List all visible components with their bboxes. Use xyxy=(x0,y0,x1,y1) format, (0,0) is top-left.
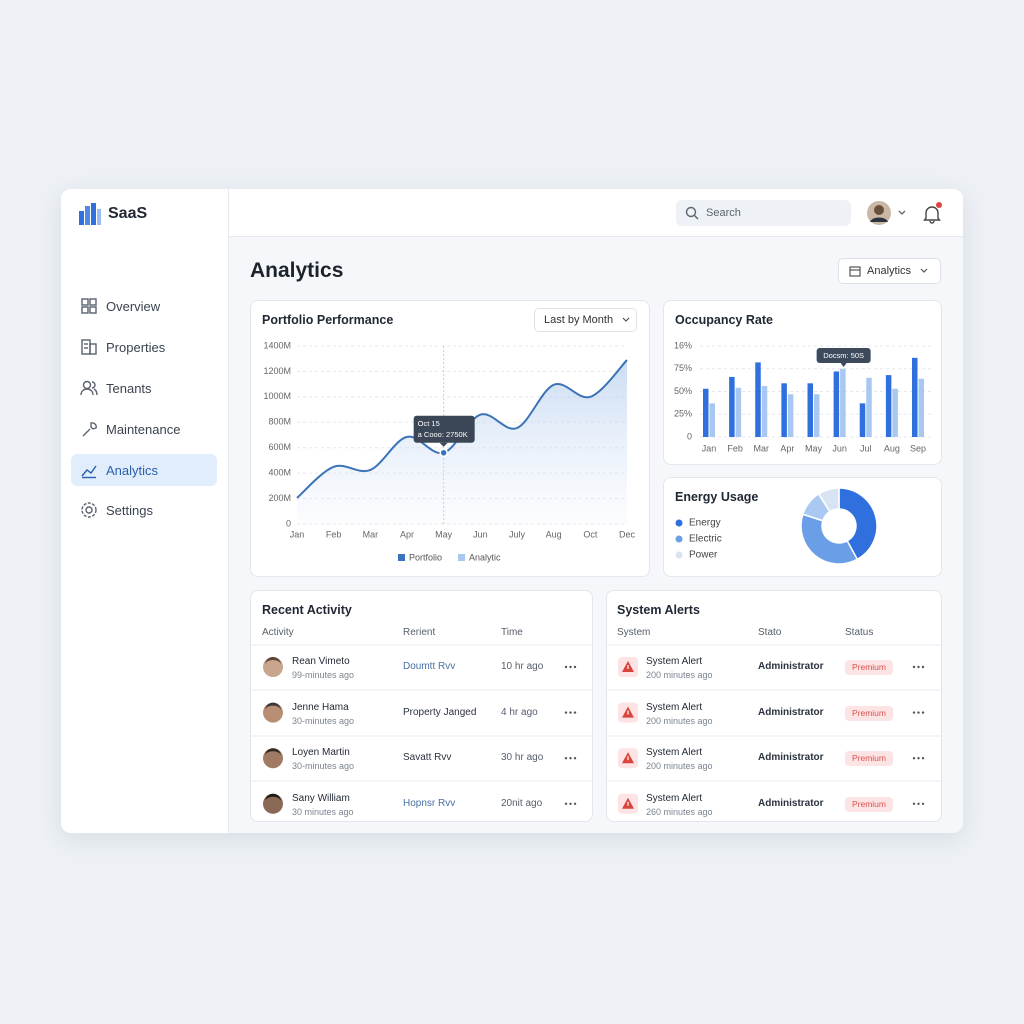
nav-item[interactable]: Analytics xyxy=(71,454,217,486)
status-badge: Premium xyxy=(845,660,893,675)
activity-time: 30 hr ago xyxy=(501,752,544,764)
alert-role: Administrator xyxy=(758,661,824,672)
activity-item: Doumtt Rvv xyxy=(403,661,456,672)
panel-title: Energy Usage xyxy=(675,490,759,504)
user-name: Rean Vimeto xyxy=(292,656,350,667)
user-name: Sany William xyxy=(292,792,350,804)
activity-item: Property Janged xyxy=(403,706,477,718)
panel xyxy=(663,300,942,465)
activity-time: 10 hr ago xyxy=(501,661,544,672)
brand: SaaS xyxy=(108,205,148,222)
panel xyxy=(250,590,593,822)
alert-name: System Alert xyxy=(646,701,703,713)
sidebar xyxy=(61,189,229,833)
activity-item: Savatt Rvv xyxy=(403,752,452,764)
alert-name: System Alert xyxy=(646,656,703,667)
status-badge: Premium xyxy=(845,705,893,721)
top-bar xyxy=(229,189,963,237)
timestamp: 200 minutes ago xyxy=(646,715,713,726)
status-badge: Premium xyxy=(845,796,893,812)
timestamp: 200 minutes ago xyxy=(646,761,713,772)
alert-role: Administrator xyxy=(758,706,824,718)
panel-title: Portfolio Performance xyxy=(262,313,394,327)
period-menu[interactable]: Last by Month xyxy=(534,308,637,332)
column-header: Time xyxy=(501,627,523,638)
timestamp: 99-minutes ago xyxy=(292,670,355,680)
nav-item[interactable]: Properties xyxy=(71,331,217,363)
column-header: System xyxy=(617,627,651,638)
nav-item[interactable]: Tenants xyxy=(71,372,217,404)
activity-time: 20nit ago xyxy=(501,797,543,809)
user-controls[interactable] xyxy=(866,200,946,226)
user-name: Jenne Hama xyxy=(292,701,349,713)
nav-item[interactable]: Settings xyxy=(71,494,217,526)
page-title: Analytics xyxy=(250,259,344,282)
alert-name: System Alert xyxy=(646,792,703,804)
search-placeholder: Search xyxy=(706,207,741,219)
alert-name: System Alert xyxy=(646,747,703,759)
panel xyxy=(250,300,650,577)
activity-time: 4 hr ago xyxy=(501,706,538,718)
nav-item[interactable]: Maintenance xyxy=(71,413,217,445)
nav-label: Properties xyxy=(106,339,166,355)
page-menu-label: Analytics xyxy=(867,265,912,277)
column-header: Rerient xyxy=(403,627,436,638)
column-header: Activity xyxy=(262,627,294,638)
nav-label: Maintenance xyxy=(106,421,181,437)
column-header: Stato xyxy=(758,627,782,638)
panel-title: Recent Activity xyxy=(262,603,352,617)
nav-label: Settings xyxy=(106,502,153,518)
search-box[interactable]: Search xyxy=(676,200,851,226)
user-name: Loyen Martin xyxy=(292,747,350,759)
timestamp: 200 minutes ago xyxy=(646,670,713,680)
alert-role: Administrator xyxy=(758,797,824,809)
timestamp: 30-minutes ago xyxy=(292,715,355,726)
nav-item[interactable]: Overview xyxy=(71,290,217,322)
panel-title: System Alerts xyxy=(617,603,700,617)
timestamp: 30 minutes ago xyxy=(292,806,354,817)
panel-title: Occupancy Rate xyxy=(675,313,773,327)
activity-item: Hopnsr Rvv xyxy=(403,797,456,809)
period-menu-label: Last by Month xyxy=(544,314,614,326)
alert-role: Administrator xyxy=(758,752,824,764)
nav-label: Overview xyxy=(106,298,161,314)
column-header: Status xyxy=(845,627,874,638)
page-menu[interactable]: Analytics xyxy=(838,258,941,284)
timestamp: 30-minutes ago xyxy=(292,761,355,772)
timestamp: 260 minutes ago xyxy=(646,806,713,817)
nav-label: Tenants xyxy=(106,380,152,396)
nav-label: Analytics xyxy=(106,462,159,478)
status-badge: Premium xyxy=(845,751,893,767)
logo xyxy=(79,203,101,225)
